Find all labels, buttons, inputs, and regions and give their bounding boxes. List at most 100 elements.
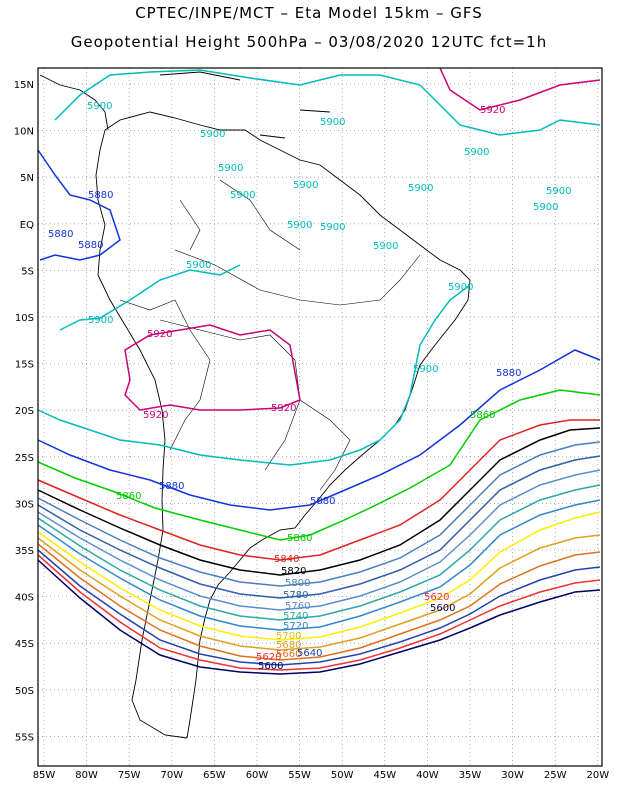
contour-5760: [37, 469, 601, 611]
lat-tick-label: 40S: [15, 593, 34, 604]
label-5920: 5920: [271, 403, 296, 414]
coastlines: [39, 71, 471, 739]
label-5900: 5900: [230, 190, 255, 201]
label-5740: 5740: [283, 611, 308, 622]
border-5: [179, 179, 301, 251]
label-5900: 5900: [200, 129, 225, 140]
label-5900: 5900: [87, 101, 112, 112]
label-5920: 5920: [143, 410, 168, 421]
contour-5880-south: [37, 349, 601, 511]
label-5860: 5860: [287, 533, 312, 544]
south-america-west-coast: [95, 129, 188, 739]
contour-5780: [37, 455, 601, 599]
label-5900: 5900: [373, 241, 398, 252]
country-borders: [119, 179, 421, 491]
label-5900: 5900: [533, 202, 558, 213]
lat-tick-label: 5N: [20, 173, 34, 184]
contour-5660: [37, 543, 601, 661]
contour-5700: [37, 511, 601, 641]
label-5880: 5880: [88, 190, 113, 201]
lon-tick-label: 75W: [118, 770, 141, 781]
lat-tick-label: 35S: [15, 546, 34, 557]
lon-tick-label: 30W: [501, 770, 524, 781]
label-5880: 5880: [78, 240, 103, 251]
contour-5740: [37, 484, 601, 621]
label-5760: 5760: [285, 601, 310, 612]
title-line-1: CPTEC/INPE/MCT – Eta Model 15km – GFS: [135, 4, 483, 22]
lat-tick-label: 55S: [15, 732, 34, 743]
contour-5640: [37, 549, 601, 666]
label-5640: 5640: [297, 648, 322, 659]
label-5720: 5720: [283, 621, 308, 632]
label-5920: 5920: [480, 105, 505, 116]
label-5900: 5900: [186, 260, 211, 271]
contour-5860: [37, 389, 601, 541]
label-5620: 5620: [256, 652, 281, 663]
lat-tick-label: 5S: [21, 266, 34, 277]
label-5680: 5680: [276, 640, 301, 651]
label-5860: 5860: [116, 491, 141, 502]
lat-tick-label: 10N: [14, 127, 34, 138]
label-5900: 5900: [413, 364, 438, 375]
lat-tick-label: 30S: [15, 499, 34, 510]
label-5900: 5900: [218, 163, 243, 174]
contour-5880-west: [37, 149, 121, 261]
label-5900: 5900: [320, 222, 345, 233]
latitude-labels: 15N 10N 5N EQ 5S 10S 15S 20S 25S 30S 35S 40S 45S 50S 5…: [14, 80, 34, 743]
lat-tick-label: 15N: [14, 80, 34, 91]
lon-tick-label: 60W: [246, 770, 269, 781]
lon-tick-label: 55W: [288, 770, 311, 781]
label-5880: 5880: [48, 229, 73, 240]
lat-tick-label: 10S: [15, 313, 34, 324]
label-5920: 5920: [147, 329, 172, 340]
label-5900: 5900: [464, 147, 489, 158]
label-5900: 5900: [320, 117, 345, 128]
lat-tick-label: 15S: [15, 360, 34, 371]
lat-tick-label: 45S: [15, 639, 34, 650]
lon-tick-label: 40W: [416, 770, 439, 781]
lon-tick-label: 20W: [586, 770, 609, 781]
contour-5720: [37, 499, 601, 631]
contour-5900-inland: [59, 264, 241, 331]
contour-labels: 5920 5920 5920 5920 5900 5900 5900 5900 …: [48, 101, 571, 672]
lat-tick-label: 20S: [15, 406, 34, 417]
lat-tick-label: 50S: [15, 686, 34, 697]
contour-5900-north: [54, 69, 601, 136]
lon-tick-label: 85W: [33, 770, 56, 781]
label-5900: 5900: [546, 186, 571, 197]
label-5880: 5880: [310, 496, 335, 507]
contour-5920-central: [124, 324, 301, 411]
contour-5820: [37, 427, 601, 576]
contour-5900-south: [37, 284, 471, 466]
border-3: [119, 299, 211, 451]
label-5880: 5880: [496, 368, 521, 379]
lon-tick-label: 50W: [331, 770, 354, 781]
label-5780: 5780: [283, 590, 308, 601]
label-5620: 5620: [424, 592, 449, 603]
lon-tick-label: 70W: [160, 770, 183, 781]
lat-tick-label: EQ: [20, 220, 34, 231]
label-5900: 5900: [88, 315, 113, 326]
label-5900: 5900: [293, 180, 318, 191]
lon-tick-label: 45W: [373, 770, 396, 781]
border-2: [159, 319, 301, 471]
border-4: [299, 399, 351, 491]
label-5860: 5860: [470, 410, 495, 421]
label-5700: 5700: [276, 631, 301, 642]
central-america: [39, 74, 109, 131]
label-5840: 5840: [274, 554, 299, 565]
contour-5600: [37, 559, 601, 675]
label-5820: 5820: [281, 566, 306, 577]
lon-tick-label: 65W: [203, 770, 226, 781]
label-5660: 5660: [276, 649, 301, 660]
label-5900: 5900: [287, 220, 312, 231]
border-1: [174, 249, 421, 306]
lon-tick-label: 35W: [459, 770, 482, 781]
label-5600: 5600: [258, 661, 283, 672]
map-frame: [37, 67, 603, 767]
caribbean-islands: [159, 71, 331, 139]
contour-5920-north: [439, 67, 601, 111]
lon-tick-label: 80W: [75, 770, 98, 781]
title-line-2: Geopotential Height 500hPa – 03/08/2020 …: [70, 33, 548, 51]
